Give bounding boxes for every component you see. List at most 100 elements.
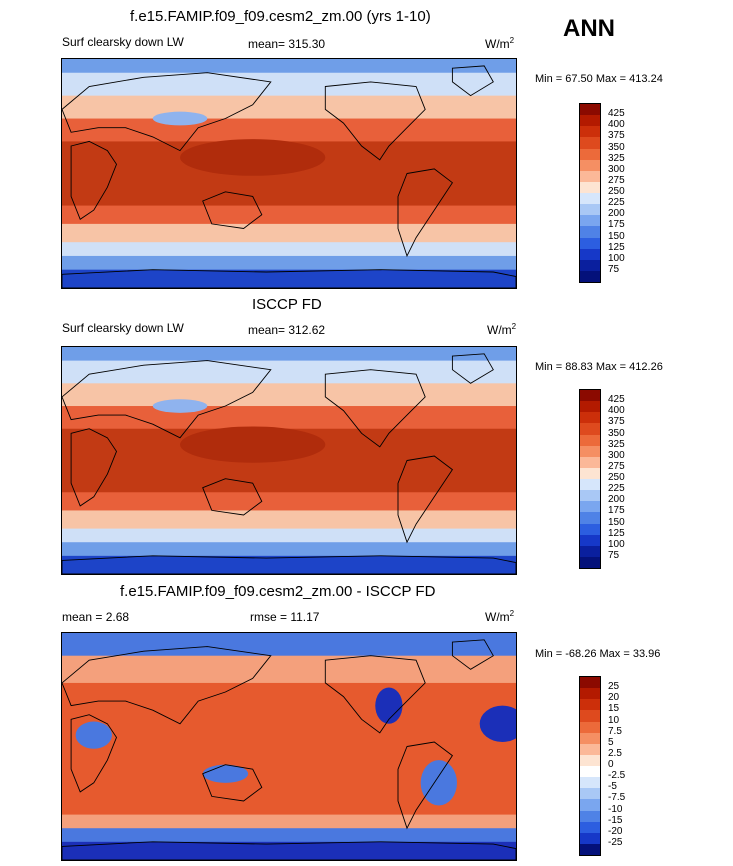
colorbar-swatch — [580, 677, 600, 689]
colorbar-tick-label: 150 — [608, 516, 625, 528]
colorbar-swatch — [580, 732, 600, 744]
coastline — [62, 646, 272, 725]
colorbar-swatch — [580, 523, 600, 535]
panel-2-colorbar — [579, 389, 601, 569]
map-color-band — [62, 347, 516, 362]
coastline — [397, 741, 454, 830]
colorbar-tick-label: -7.5 — [608, 792, 626, 804]
colorbar-swatch — [580, 843, 600, 855]
panel-2-mean-label: mean= 312.62 — [248, 323, 326, 337]
panel-1-minmax: Min = 67.50 Max = 413.24 — [535, 73, 663, 85]
map-warm-pool — [180, 426, 326, 463]
map-color-band — [62, 223, 516, 244]
panel-2-map — [61, 346, 517, 575]
colorbar-tick-label: 175 — [608, 505, 625, 517]
map-tibet-cold — [152, 111, 208, 126]
colorbar-swatch — [580, 104, 600, 116]
colorbar-tick-label: 75 — [608, 549, 620, 561]
colorbar-swatch — [580, 743, 600, 755]
colorbar-swatch — [580, 215, 600, 227]
colorbar-tick-label: 300 — [608, 449, 625, 461]
colorbar-tick-label: 300 — [608, 163, 625, 175]
panel-2-units: W/m2 — [487, 322, 517, 337]
coastline — [451, 353, 494, 384]
map-color-band — [62, 510, 516, 530]
colorbar-tick-label: -15 — [608, 814, 623, 826]
panel-3-colorbar — [579, 676, 601, 856]
colorbar-swatch — [580, 501, 600, 513]
map-color-band — [62, 383, 516, 408]
coastline — [70, 140, 118, 220]
colorbar-swatch — [580, 445, 600, 457]
colorbar-swatch — [580, 766, 600, 778]
colorbar-swatch — [580, 412, 600, 424]
colorbar-swatch — [580, 170, 600, 182]
map-color-band — [62, 542, 516, 557]
season-label: ANN — [563, 15, 615, 42]
panel-3-rmse-label: rmse = 11.17 — [250, 610, 320, 624]
map-neg-anomaly — [479, 705, 516, 742]
colorbar-tick-label: -2.5 — [608, 770, 626, 782]
coastline — [70, 428, 118, 507]
colorbar-swatch — [580, 270, 600, 282]
colorbar-swatch — [580, 434, 600, 446]
colorbar-swatch — [580, 688, 600, 700]
map-color-band — [62, 555, 516, 574]
map-color-band — [62, 255, 516, 271]
colorbar-swatch — [580, 237, 600, 249]
colorbar-tick-label: 25 — [608, 681, 620, 693]
colorbar-swatch — [580, 479, 600, 491]
map-color-band — [62, 828, 516, 843]
coastline — [451, 639, 494, 670]
colorbar-swatch — [580, 193, 600, 205]
colorbar-tick-label: 400 — [608, 405, 625, 417]
panel-3-title: f.e15.FAMIP.f09_f09.cesm2_zm.00 - ISCCP … — [120, 583, 436, 600]
colorbar-tick-label: 100 — [608, 538, 625, 550]
colorbar-tick-label: 425 — [608, 108, 625, 120]
colorbar-tick-label: -20 — [608, 825, 623, 837]
map-warm-pool — [180, 139, 326, 176]
panel-3-mean-label: mean = 2.68 — [62, 610, 130, 624]
map-neg-anomaly — [75, 721, 112, 749]
coastline — [324, 81, 426, 161]
panel-1-map-field — [62, 59, 516, 288]
colorbar-swatch — [580, 126, 600, 138]
colorbar-tick-label: 200 — [608, 208, 625, 220]
coastline — [324, 369, 426, 448]
colorbar-swatch — [580, 390, 600, 402]
colorbar-swatch — [580, 137, 600, 149]
colorbar-swatch — [580, 159, 600, 171]
colorbar-tick-label: 325 — [608, 152, 625, 164]
colorbar-tick-label: 125 — [608, 527, 625, 539]
coastline — [324, 655, 426, 734]
colorbar-swatch — [580, 556, 600, 568]
colorbar-swatch — [580, 788, 600, 800]
colorbar-swatch — [580, 710, 600, 722]
colorbar-tick-label: 2.5 — [608, 747, 622, 759]
coastline — [451, 65, 494, 97]
coastline — [202, 191, 263, 229]
colorbar-tick-label: 350 — [608, 427, 625, 439]
coastline — [62, 72, 272, 152]
colorbar-tick-label: 375 — [608, 130, 625, 142]
coastline — [70, 714, 118, 793]
colorbar-tick-label: 125 — [608, 241, 625, 253]
panel-1-colorbar — [579, 103, 601, 283]
map-neg-anomaly — [420, 760, 457, 806]
map-color-band — [62, 269, 516, 288]
colorbar-tick-label: 275 — [608, 174, 625, 186]
panel-1-title: f.e15.FAMIP.f09_f09.cesm2_zm.00 (yrs 1-1… — [130, 8, 431, 25]
panel-1-mean-label: mean= 315.30 — [248, 37, 326, 51]
colorbar-tick-label: 250 — [608, 186, 625, 197]
colorbar-tick-label: 225 — [608, 197, 625, 209]
panel-2-variable-label: Surf clearsky down LW — [62, 321, 184, 335]
colorbar-tick-label: 350 — [608, 141, 625, 153]
colorbar-tick-label: 175 — [608, 219, 625, 231]
panel-1-units: W/m2 — [485, 36, 515, 51]
colorbar-tick-label: 325 — [608, 438, 625, 450]
map-color-band — [62, 492, 516, 512]
colorbar-tick-label: 0 — [608, 759, 614, 770]
panel-2-title: ISCCP FD — [252, 296, 322, 313]
colorbar-tick-label: 5 — [608, 736, 614, 748]
colorbar-swatch — [580, 181, 600, 193]
